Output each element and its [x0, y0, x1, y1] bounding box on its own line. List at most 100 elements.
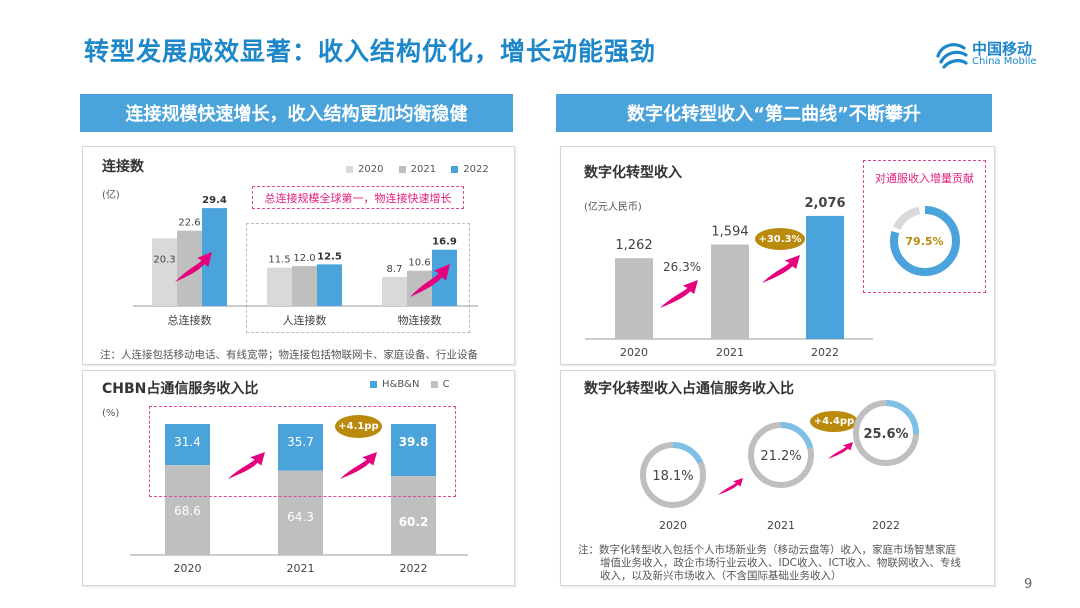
growth-arrow-icon: [828, 442, 853, 459]
data-label: 22.6: [178, 218, 200, 229]
chart3-unit: (亿元人民币): [584, 202, 642, 213]
page-title: 转型发展成效显著：收入结构优化，增长动能强劲: [84, 37, 657, 66]
donut-share: [640, 442, 706, 508]
bar-2020: [152, 238, 177, 306]
legend-hbn: H&B&N: [370, 379, 419, 390]
growth-arrow-icon: [762, 255, 800, 283]
chart4-growth-badge: +4.4pp: [810, 411, 858, 432]
right-section-header: 数字化转型收入“第二曲线”不断攀升: [556, 94, 992, 132]
data-label: 20.3: [153, 254, 175, 265]
data-label: 29.4: [202, 195, 227, 206]
chart4-title: 数字化转型收入占通信服务收入比: [584, 381, 794, 397]
chart2-highlight-box: [149, 406, 456, 497]
legend-2021: 2021: [398, 164, 436, 175]
data-label: 1,594: [711, 224, 748, 239]
legend-2022: 2022: [451, 164, 489, 175]
category-label: 总连接数: [168, 313, 212, 327]
category-label: 2021: [287, 562, 315, 575]
category-label: 物连接数: [398, 313, 442, 327]
legend-c: C: [430, 379, 450, 390]
category-label: 2022: [400, 562, 428, 575]
contribution-inset: 对通服收入增量贡献 79.5%: [863, 160, 986, 293]
logo-cn: 中国移动: [972, 40, 1033, 58]
category-label: 人连接数: [283, 314, 327, 327]
connections-panel: [82, 146, 515, 365]
bar-hbn: [278, 424, 323, 471]
data-label: 12.0: [293, 253, 315, 264]
chart3-title: 数字化转型收入: [584, 165, 682, 181]
chart2-legend: H&B&N C: [370, 379, 450, 390]
chart2-growth-badge: +4.1pp: [335, 415, 382, 438]
bar-c: [165, 465, 210, 555]
category-label: 2021: [767, 519, 795, 532]
growth-arrow-icon: [340, 452, 377, 479]
data-label: 1,262: [615, 238, 652, 253]
donut-remainder: [890, 206, 961, 276]
bar-2022: [317, 264, 342, 306]
left-section-header: 连接规模快速增长，收入结构更加均衡稳健: [80, 94, 513, 132]
chart1-title: 连接数: [102, 159, 144, 175]
data-label: 39.8: [399, 435, 429, 449]
china-mobile-logo-icon: [936, 43, 968, 69]
logo-en: China Mobile: [972, 56, 1037, 67]
page-number: 9: [1024, 577, 1033, 592]
category-label: 2020: [659, 519, 687, 532]
data-label: 35.7: [287, 435, 314, 449]
donut-share: [853, 400, 919, 466]
note-line: 增值业务收入，政企市场行业云收入、IDC收入、ICT收入、物联网收入、专线: [600, 557, 961, 569]
data-label: 10.6: [408, 258, 430, 269]
data-label: 68.6: [174, 504, 201, 518]
growth-arrow-icon: [718, 478, 743, 495]
digital-share-panel: [560, 370, 995, 586]
bar-2021: [292, 266, 317, 306]
donut-value: 21.2%: [760, 449, 801, 464]
chart1-note: 注：人连接包括移动电话、有线宽带；物连接包括物联网卡、家庭设备、行业设备: [100, 349, 478, 361]
data-label: 2,076: [804, 196, 845, 211]
chart1-callout: 总连接规模全球第一，物连接快速增长: [252, 186, 464, 209]
inset-title: 对通服收入增量贡献: [875, 172, 974, 185]
bar-2021: [711, 244, 749, 339]
chart1-highlight-box: [246, 223, 470, 333]
growth-arrow-icon: [410, 264, 450, 297]
chart1-legend: 2020 2021 2022: [346, 164, 489, 175]
china-mobile-logo: 中国移动 China Mobile: [934, 36, 1044, 72]
data-label: 16.9: [432, 237, 457, 248]
category-label: 2020: [620, 346, 648, 359]
chart4-note: 注：数字化转型收入包括个人市场新业务（移动云盘等）收入，家庭市场智慧家庭 增值业…: [578, 544, 961, 583]
chart1-unit: (亿): [102, 190, 120, 201]
data-label: 31.4: [174, 435, 201, 449]
bar-2022: [806, 215, 844, 339]
bar-hbn: [165, 424, 210, 466]
data-label: 60.2: [399, 515, 429, 529]
donut-contribution: [890, 206, 960, 276]
digital-revenue-panel: [560, 146, 995, 365]
chart2-title: CHBN占通信服务收入比: [102, 381, 259, 397]
data-label: 11.5: [268, 255, 290, 266]
note-line: 收入，以及新兴市场收入（不含国际基础业务收入）: [600, 570, 842, 582]
chart3-growth-badge: +30.3%: [755, 228, 805, 250]
data-label: 12.5: [317, 251, 342, 262]
bar-hbn: [391, 424, 436, 477]
bar-c: [278, 470, 323, 555]
donut-value: 18.1%: [652, 469, 693, 484]
note-line: 注：数字化转型收入包括个人市场新业务（移动云盘等）收入，家庭市场智慧家庭: [578, 544, 956, 556]
category-label: 2022: [872, 519, 900, 532]
donut-value: 25.6%: [863, 427, 908, 442]
growth-arrow-icon: [175, 252, 212, 282]
category-label: 2022: [811, 346, 839, 359]
data-label: 8.7: [387, 264, 403, 275]
growth-arrow-icon: [228, 452, 265, 479]
category-label: 2020: [174, 562, 202, 575]
bar-2020: [615, 258, 653, 339]
growth-label-2021: 26.3%: [663, 260, 702, 274]
bar-2020: [382, 277, 407, 306]
donut-share: [748, 422, 814, 488]
bar-c: [391, 476, 436, 555]
chbn-panel: [82, 370, 515, 586]
legend-2020: 2020: [346, 164, 383, 175]
chart2-unit: (%): [102, 408, 120, 419]
data-label: 64.3: [287, 510, 314, 524]
category-label: 2021: [716, 346, 744, 359]
inset-value: 79.5%: [905, 235, 944, 248]
